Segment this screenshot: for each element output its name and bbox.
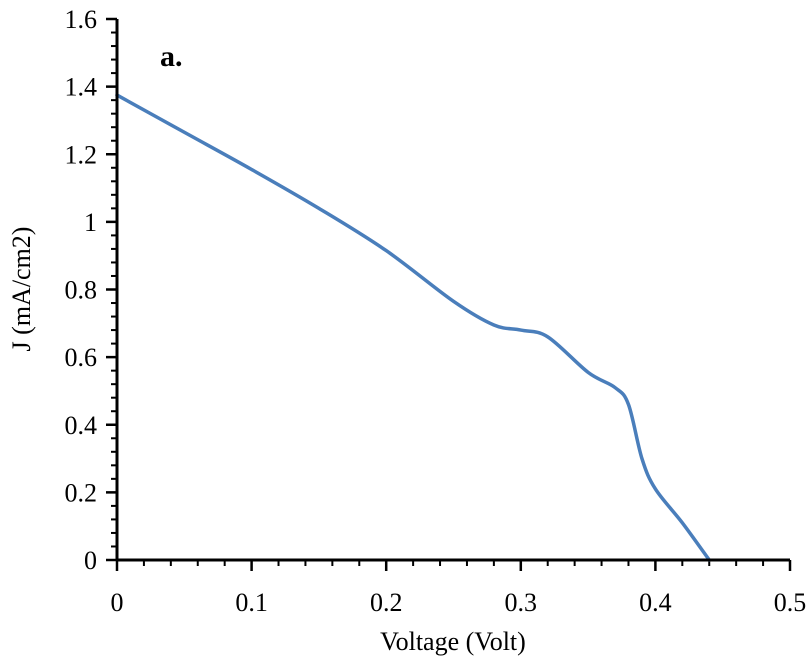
x-tick-label: 0.4 bbox=[639, 588, 672, 617]
y-tick-label: 1.6 bbox=[65, 5, 98, 34]
x-tick-label: 0 bbox=[111, 588, 124, 617]
y-tick-label: 0.8 bbox=[65, 276, 98, 305]
series-line bbox=[115, 93, 711, 562]
y-tick-label: 1 bbox=[84, 208, 97, 237]
panel-label: a. bbox=[160, 40, 183, 73]
y-tick-label: 0.6 bbox=[65, 343, 98, 372]
y-tick-label: 0.2 bbox=[65, 478, 98, 507]
y-tick-label: 1.4 bbox=[65, 73, 98, 102]
y-tick-label: 1.2 bbox=[65, 140, 98, 169]
x-tick-label: 0.3 bbox=[505, 588, 538, 617]
series-layer bbox=[115, 93, 711, 562]
x-tick-label: 0.5 bbox=[774, 588, 807, 617]
axes-layer bbox=[115, 19, 790, 562]
y-tick-label: 0 bbox=[84, 546, 97, 575]
x-axis-title: Voltage (Volt) bbox=[380, 627, 526, 656]
y-tick-label: 0.4 bbox=[65, 411, 98, 440]
ticks-layer: 0 0.1 0.2 0.3 0.4 0.5 0 0.2 0.4 0.6 0.8 1 1.2 1.4 1.6 bbox=[65, 5, 807, 617]
x-tick-label: 0.2 bbox=[370, 588, 403, 617]
x-tick-label: 0.1 bbox=[235, 588, 268, 617]
y-axis-title: J (mA/cm2) bbox=[7, 227, 36, 352]
